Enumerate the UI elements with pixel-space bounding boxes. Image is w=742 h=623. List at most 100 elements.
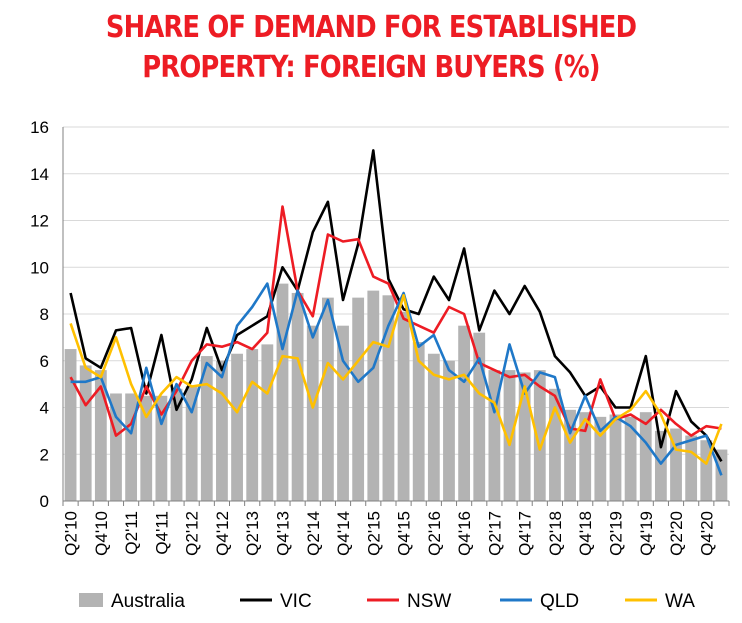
x-tick-label-q2-14: Q2'14 — [304, 511, 323, 556]
bar-australia-q2-13 — [246, 349, 259, 501]
bar-australia-q1-11 — [110, 393, 122, 501]
australia-bars — [64, 283, 728, 501]
legend-label-australia: Australia — [111, 591, 185, 612]
x-tick-label-q4-16: Q4'16 — [455, 511, 474, 556]
x-tick-label-q2-18: Q2'18 — [546, 511, 565, 556]
bar-australia-q3-11 — [140, 395, 153, 501]
x-tick-label-q4-19: Q4'19 — [637, 511, 656, 556]
legend-label-wa: WA — [665, 591, 695, 612]
bar-australia-q4-19 — [639, 412, 652, 501]
line-series-qld — [70, 282, 723, 476]
bar-australia-q4-17 — [518, 372, 531, 501]
y-tick-label-6: 6 — [40, 352, 49, 371]
bar-australia-q4-12 — [216, 360, 228, 501]
legend-swatch-australia — [79, 593, 103, 607]
x-tick-label-q4-15: Q4'15 — [395, 511, 414, 556]
bar-australia-q1-14 — [291, 292, 304, 501]
x-tick-label-q2-16: Q2'16 — [425, 511, 444, 556]
line-series-wa — [69, 293, 723, 465]
series-lines — [69, 149, 723, 476]
y-tick-label-12: 12 — [30, 212, 49, 231]
bar-australia-q2-10 — [64, 349, 77, 501]
legend-item-vic: VIC — [240, 591, 312, 612]
x-tick-label-q4-17: Q4'17 — [516, 511, 535, 556]
x-tick-label-q4-18: Q4'18 — [576, 511, 595, 556]
bar-australia-q2-12 — [185, 386, 198, 501]
bar-australia-q3-16 — [443, 360, 455, 501]
x-axis-ticks: Q2'10 Q4'10 Q2'11 Q4'11 Q2'12 Q4'12 Q2'13 Q4'13… — [62, 511, 717, 556]
bar-australia-q1-17 — [473, 332, 486, 501]
y-tick-label-8: 8 — [40, 305, 49, 324]
bar-australia-q1-13 — [231, 353, 243, 501]
chart-title-line-1: SHARE OF DEMAND FOR ESTABLISHED — [105, 10, 637, 45]
bar-australia-q3-18 — [564, 409, 576, 501]
y-tick-label-0: 0 — [40, 492, 49, 511]
y-tick-label-16: 16 — [30, 118, 49, 137]
bar-australia-q3-19 — [624, 416, 637, 501]
bar-australia-q3-17 — [503, 370, 516, 501]
x-tick-label-q4-12: Q4'12 — [213, 511, 232, 556]
bar-australia-q1-12 — [170, 388, 183, 501]
x-tick-label-q2-11: Q2'11 — [122, 511, 141, 555]
bar-australia-q1-20 — [654, 430, 667, 501]
y-tick-label-14: 14 — [30, 165, 49, 184]
bar-australia-q1-19 — [594, 416, 607, 501]
line-series-nsw — [69, 205, 722, 437]
bar-australia-q3-10 — [79, 365, 92, 501]
x-tick-label-q2-20: Q2'20 — [667, 511, 686, 556]
legend-label-vic: VIC — [280, 591, 312, 612]
bar-australia-q4-14 — [337, 325, 349, 501]
axes — [62, 127, 730, 506]
gridlines — [63, 126, 729, 455]
y-tick-label-2: 2 — [40, 445, 49, 464]
bar-australia-q4-11 — [155, 395, 168, 501]
bar-australia-q4-18 — [579, 412, 592, 501]
chart-title: SHARE OF DEMAND FOR ESTABLISHED PROPERTY… — [52, 8, 690, 88]
bar-australia-q3-14 — [321, 297, 334, 501]
x-tick-label-q4-20: Q4'20 — [697, 511, 716, 556]
bar-australia-q2-18 — [549, 388, 561, 501]
bar-australia-q3-15 — [382, 295, 395, 501]
legend-label-nsw: NSW — [407, 591, 451, 612]
bar-australia-q1-18 — [533, 370, 546, 501]
x-tick-label-q2-17: Q2'17 — [485, 511, 504, 556]
y-axis-ticks: 0 2 4 6 8 10 12 14 16 — [30, 118, 49, 511]
bar-australia-q2-14 — [306, 325, 319, 501]
bar-australia-q2-19 — [609, 414, 622, 501]
x-tick-label-q4-11: Q4'11 — [152, 511, 171, 555]
legend-item-qld: QLD — [500, 591, 579, 612]
x-tick-label-q2-12: Q2'12 — [183, 511, 202, 556]
bar-australia-q2-16 — [427, 353, 440, 501]
bar-australia-q3-13 — [261, 344, 274, 501]
y-tick-label-4: 4 — [40, 399, 49, 418]
x-tick-label-q4-13: Q4'13 — [273, 511, 292, 556]
bar-australia-q2-15 — [367, 290, 380, 501]
legend-item-wa: WA — [625, 591, 695, 612]
bar-australia-q4-20 — [700, 440, 713, 501]
bar-australia-q3-12 — [200, 356, 213, 501]
bar-australia-q3-20 — [685, 435, 698, 501]
legend: Australia VIC NSW QLD WA — [79, 591, 695, 612]
x-tick-label-q2-10: Q2'10 — [62, 511, 81, 556]
y-tick-label-10: 10 — [30, 258, 49, 277]
legend-item-nsw: NSW — [367, 591, 451, 612]
x-tick-label-q4-10: Q4'10 — [92, 511, 111, 556]
chart-title-line-2: PROPERTY: FOREIGN BUYERS (%) — [142, 50, 600, 85]
legend-item-australia: Australia — [79, 591, 185, 612]
bar-australia-q4-15 — [397, 311, 410, 501]
x-tick-label-q2-15: Q2'15 — [364, 511, 383, 556]
bar-australia-q1-15 — [352, 297, 365, 501]
bar-australia-q4-10 — [94, 370, 107, 501]
x-tick-label-q4-14: Q4'14 — [334, 511, 353, 556]
x-tick-label-q2-19: Q2'19 — [606, 511, 625, 556]
bar-australia-q4-16 — [458, 325, 471, 501]
bar-australia-q2-17 — [488, 370, 501, 501]
legend-label-qld: QLD — [540, 591, 579, 612]
bar-australia-q2-11 — [125, 393, 138, 501]
bar-australia-q2-20 — [670, 428, 682, 501]
x-tick-label-q2-13: Q2'13 — [243, 511, 262, 556]
line-series-vic — [69, 149, 723, 462]
bar-australia-q4-13 — [276, 283, 289, 501]
bar-australia-q1-16 — [412, 342, 425, 501]
